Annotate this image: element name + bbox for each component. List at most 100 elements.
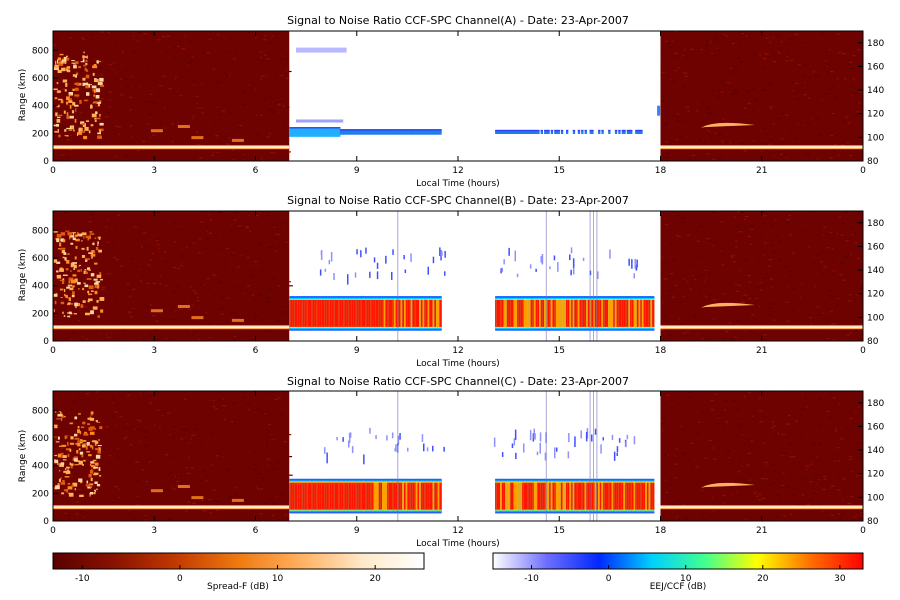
spread-f-noise [735,409,740,411]
spread-f-noise [65,447,69,449]
spread-f-noise [826,469,828,471]
spread-f-noise [746,464,750,466]
spread-f-noise [665,491,668,494]
spread-f-noise [826,410,830,412]
spread-f-noise [830,135,833,137]
spread-f-plume [94,491,97,493]
eej-layer-cell [574,299,577,327]
eej-layer-edge [328,127,331,129]
spread-f-noise [837,297,840,300]
spread-f-noise [192,80,195,82]
y-tick-label: 400 [32,102,49,112]
spread-f-noise [793,311,796,313]
eej-layer-cell [380,482,383,510]
spread-f-noise [172,266,177,269]
x-tick-label: 9 [354,346,360,356]
spread-f-noise [689,288,692,290]
spread-f-noise [108,63,112,66]
y-tick-label: 600 [32,74,49,84]
eej-layer-cell [317,482,321,510]
spread-f-noise [204,247,208,249]
spread-f-noise [228,51,231,53]
eej-layer-cell [392,299,395,327]
spread-f-noise [823,478,827,480]
eej-layer-cell [299,127,302,137]
spread-f-noise [690,442,694,445]
eej-layer-cell [436,482,439,510]
spread-f-noise [239,125,243,127]
eej-layer-cell [636,299,640,327]
spread-f-noise [789,59,794,62]
eej-layer-cell [593,299,596,327]
spread-f-noise [243,396,247,398]
eej-layer-cell [586,482,589,510]
spread-f-noise [193,428,198,430]
ccf-echo [320,251,323,255]
spread-f-plume [85,258,90,260]
eej-layer-cell [498,129,501,134]
ccf-echo [392,249,394,255]
eej-layer-cell [400,482,403,510]
eej-layer-cell [427,129,430,135]
spread-f-noise [669,273,674,275]
spread-f-noise [752,303,756,305]
spread-f-noise [152,253,155,255]
eej-layer-edge [614,129,618,132]
eej-layer-cell [309,127,312,137]
spread-f-noise [148,113,153,115]
spread-f-noise [811,71,815,73]
ccf-echo [533,428,535,439]
spread-f-plume [56,233,62,238]
spread-f-noise [255,88,257,91]
spread-f-noise [65,428,67,430]
spread-f-noise [784,266,788,268]
spread-f-noise [175,480,180,482]
spread-f-noise [226,479,229,481]
spread-f-plume [81,240,83,242]
spread-f-plume [98,467,101,471]
spread-f-noise [188,300,190,302]
spread-f-plume [85,82,89,84]
spread-f-plume [85,484,91,487]
spread-f-plume [59,242,62,247]
eej-layer-edge [517,129,520,132]
spread-f-noise [228,90,231,92]
eej-layer-cell [383,299,387,327]
spread-f-plume [62,480,65,484]
spread-f-noise [288,70,292,73]
eej-layer-cell [434,482,437,510]
spread-f-plume [94,262,98,265]
spread-f-noise [123,437,127,440]
spread-f-noise [758,282,763,284]
eej-layer-cell [370,129,373,135]
spread-f-noise [738,215,742,217]
spread-f-plume [54,67,59,70]
eej-layer-cell [623,482,626,510]
eej-layer-edge [537,129,540,132]
spread-f-noise [148,402,153,404]
spread-f-plume [83,99,88,102]
spread-f-plume [86,442,90,446]
spread-f-plume [97,241,99,244]
eej-layer-edge [400,129,403,131]
spread-f-noise [260,57,262,59]
eej-layer-cell [550,299,554,327]
spread-f-plume [93,89,96,94]
spread-f-noise [253,98,255,100]
eej-layer-cell [388,129,392,135]
spread-f-noise [773,470,777,472]
spread-f-noise [793,149,795,151]
spread-f-noise [203,470,207,472]
eej-layer-cell [422,129,425,135]
spread-f-noise [665,437,668,439]
eej-layer-edge [407,129,410,131]
spread-f-noise [825,233,828,235]
spread-f-plume [82,300,86,303]
spread-f-noise [189,59,193,61]
spread-f-plume [80,61,83,63]
eej-layer-cell [304,127,307,137]
spread-f-noise [234,213,236,215]
spread-f-noise [133,518,137,520]
eej-layer-cell [587,482,591,510]
spread-f-noise [722,425,726,428]
